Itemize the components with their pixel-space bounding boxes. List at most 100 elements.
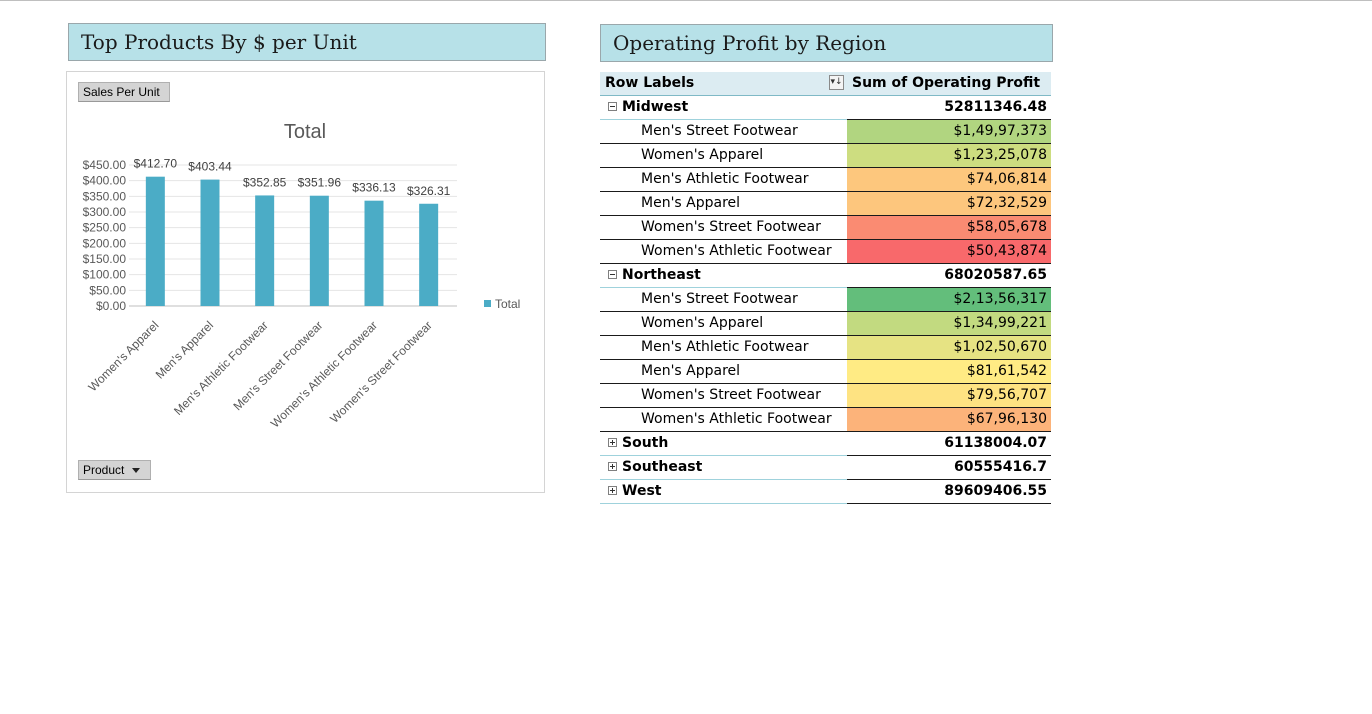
region-rule [600, 479, 1051, 480]
row-rule [600, 311, 1051, 312]
row-rule [600, 407, 1051, 408]
product-label: Women's Athletic Footwear [641, 243, 832, 259]
product-row: Men's Street Footwear $2,13,56,317 [600, 288, 1052, 312]
data-label: $336.13 [352, 181, 396, 195]
region-row[interactable]: Midwest 52811346.48 [600, 96, 1052, 120]
data-label: $352.85 [243, 175, 287, 189]
product-row: Women's Street Footwear $79,56,707 [600, 384, 1052, 408]
product-row: Women's Street Footwear $58,05,678 [600, 216, 1052, 240]
y-tick-label: $300.00 [83, 205, 127, 219]
expand-icon[interactable] [608, 462, 617, 471]
row-rule [600, 263, 1051, 264]
pivot-body: Midwest 52811346.48 Men's Street Footwear $… [600, 96, 1052, 504]
expand-icon[interactable] [608, 438, 617, 447]
data-label: $326.31 [407, 184, 451, 198]
header-rule [600, 95, 1051, 96]
region-rule [600, 455, 1051, 456]
profit-value: $81,61,542 [847, 360, 1051, 383]
region-rule-value [847, 503, 1051, 504]
pivot-header-row: Row Labels ▾↓ Sum of Operating Profit [600, 72, 1052, 96]
expand-icon[interactable] [608, 486, 617, 495]
region-total: 68020587.65 [944, 267, 1047, 283]
product-label: Men's Street Footwear [641, 123, 798, 139]
chart-title: Total [284, 121, 326, 143]
x-tick-label: Women's Athletic Footwear [268, 318, 380, 430]
profit-value: $67,96,130 [847, 408, 1051, 431]
value-field-button[interactable]: Sales Per Unit [78, 82, 170, 102]
profit-value: $72,32,529 [847, 192, 1051, 215]
region-rule [600, 119, 1051, 120]
y-tick-label: $450.00 [83, 158, 127, 172]
legend-swatch [484, 300, 491, 307]
product-row: Women's Athletic Footwear $67,96,130 [600, 408, 1052, 432]
collapse-icon[interactable] [608, 102, 617, 111]
y-tick-label: $400.00 [83, 174, 127, 188]
product-row: Women's Apparel $1,34,99,221 [600, 312, 1052, 336]
dropdown-caret-icon [132, 468, 141, 474]
axis-field-button[interactable]: Product [78, 460, 151, 480]
product-label: Women's Athletic Footwear [641, 411, 832, 427]
y-tick-label: $350.00 [83, 189, 127, 203]
profit-value: $1,49,97,373 [847, 120, 1051, 143]
row-rule [600, 359, 1051, 360]
region-label: Midwest [622, 99, 689, 115]
row-rule [600, 431, 1051, 432]
row-rule [600, 335, 1051, 336]
product-label: Women's Apparel [641, 315, 764, 331]
y-tick-label: $50.00 [89, 283, 126, 297]
region-rule-value [847, 455, 1051, 456]
product-row: Women's Apparel $1,23,25,078 [600, 144, 1052, 168]
region-rule-value [847, 479, 1051, 480]
pivot-table: Row Labels ▾↓ Sum of Operating Profit Mi… [600, 72, 1052, 504]
data-label: $351.96 [298, 176, 342, 190]
filter-sort-icon[interactable]: ▾↓ [829, 75, 844, 90]
row-rule [600, 215, 1051, 216]
y-tick-label: $200.00 [83, 236, 127, 250]
product-label: Men's Apparel [641, 195, 741, 211]
row-rule [600, 383, 1051, 384]
region-rule [600, 287, 1051, 288]
profit-value: $74,06,814 [847, 168, 1051, 191]
bar [419, 203, 439, 306]
product-row: Women's Athletic Footwear $50,43,874 [600, 240, 1052, 264]
bar [309, 195, 329, 306]
region-label: West [622, 483, 662, 499]
region-rule-value [847, 119, 1051, 120]
bar-chart: Total $0.00 $50.00$100.00 $150.00 $200.00$25… [83, 121, 521, 431]
profit-panel-title: Operating Profit by Region [600, 24, 1053, 62]
region-row[interactable]: Southeast 60555416.7 [600, 456, 1052, 480]
region-total: 52811346.48 [944, 99, 1047, 115]
bar [255, 195, 275, 306]
x-tick-label: Women's Street Footwear [327, 318, 435, 426]
region-row[interactable]: South 61138004.07 [600, 432, 1052, 456]
axis-field-label: Product [83, 463, 125, 477]
value-header: Sum of Operating Profit [847, 72, 1051, 95]
product-row: Men's Apparel $72,32,529 [600, 192, 1052, 216]
region-total: 89609406.55 [944, 483, 1047, 499]
legend-label: Total [495, 297, 520, 311]
data-label: $412.70 [134, 157, 178, 171]
region-total: 61138004.07 [944, 435, 1047, 451]
profit-value: $1,23,25,078 [847, 144, 1051, 167]
pivot-chart[interactable]: Sales Per Unit Total $0.00 $50.00 $100.00 $1… [66, 71, 545, 493]
region-label: Southeast [622, 459, 703, 475]
y-tick-label: $250.00 [83, 221, 127, 235]
region-row[interactable]: West 89609406.55 [600, 480, 1052, 504]
row-rule [600, 167, 1051, 168]
profit-value: $58,05,678 [847, 216, 1051, 239]
region-rule-value [847, 287, 1051, 288]
profit-value: $1,34,99,221 [847, 312, 1051, 335]
collapse-icon[interactable] [608, 270, 617, 279]
y-tick-label: $100.00 [83, 268, 127, 282]
bar [364, 200, 384, 306]
region-rule [600, 503, 1051, 504]
region-row[interactable]: Northeast 68020587.65 [600, 264, 1052, 288]
products-panel-title: Top Products By $ per Unit [68, 23, 546, 61]
product-label: Men's Athletic Footwear [641, 171, 809, 187]
x-tick-label: Women's Apparel [85, 318, 161, 394]
data-label: $403.44 [188, 160, 232, 174]
x-tick-label: Men's Street Footwear [230, 318, 325, 413]
row-rule [600, 143, 1051, 144]
row-rule [600, 239, 1051, 240]
product-label: Men's Street Footwear [641, 291, 798, 307]
